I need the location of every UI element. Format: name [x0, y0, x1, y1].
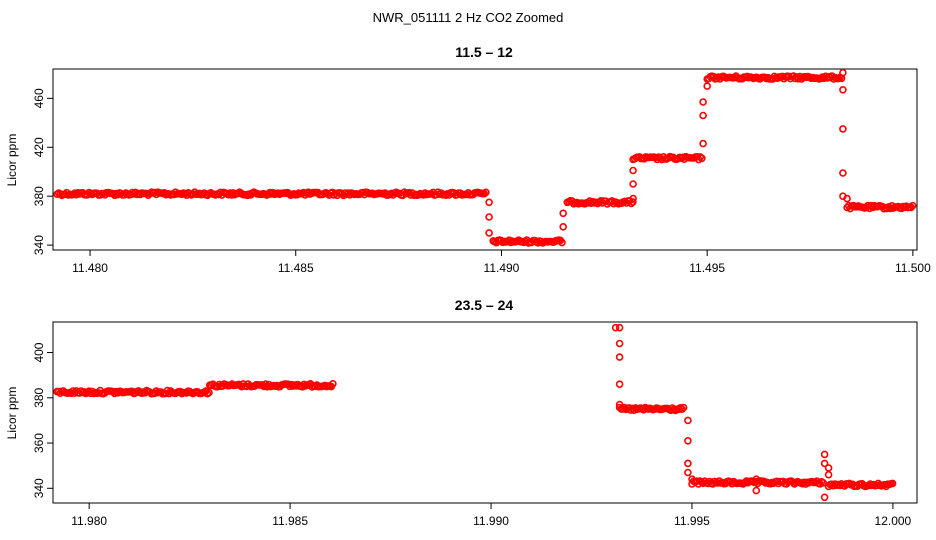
data-point — [888, 479, 897, 488]
panel-2-y-axis-label: Licor ppm — [5, 387, 19, 440]
data-point — [611, 323, 620, 332]
panel-2-points — [53, 323, 897, 502]
panel-1-plot-frame — [52, 68, 918, 251]
data-point — [820, 459, 829, 468]
data-point — [629, 180, 637, 188]
x-tick-label: 11.490 — [484, 261, 520, 275]
data-point — [820, 493, 829, 502]
panel-2-title: 23.5 – 24 — [455, 297, 514, 313]
data-point — [684, 416, 692, 425]
data-point — [698, 154, 706, 163]
data-point — [819, 478, 828, 487]
x-tick-label: 11.485 — [278, 261, 314, 275]
data-point — [629, 198, 637, 206]
data-segment — [615, 403, 688, 415]
data-point — [843, 194, 851, 203]
data-point — [907, 203, 915, 212]
panel-2-plot-frame — [52, 321, 918, 504]
data-segment — [205, 379, 337, 391]
data-point — [559, 209, 568, 218]
data-point — [629, 194, 637, 203]
data-point — [651, 153, 660, 162]
panel-1-x-axis: 11.480 11.485 11.490 11.495 11.500 — [72, 249, 931, 275]
data-segment — [824, 479, 897, 491]
data-point — [615, 353, 624, 361]
panel-2-x-axis: 11.980 11.985 11.990 11.995 12.000 — [71, 502, 912, 528]
y-tick-label: 420 — [32, 137, 46, 157]
data-point — [820, 450, 829, 459]
data-point — [703, 82, 712, 90]
x-tick-label: 11.495 — [689, 261, 725, 275]
x-tick-label: 11.980 — [71, 514, 107, 528]
x-tick-label: 11.995 — [674, 514, 710, 528]
data-point — [205, 388, 213, 397]
data-point — [684, 468, 692, 477]
data-point — [752, 475, 761, 484]
y-tick-label: 380 — [32, 186, 46, 206]
data-point — [615, 339, 624, 348]
y-tick-label: 460 — [32, 88, 46, 108]
data-point — [839, 86, 847, 94]
panel-1-y-axis-label: Licor ppm — [5, 134, 19, 187]
panel-1-y-axis: 340 380 420 460 — [32, 88, 54, 255]
figure-title: NWR_051111 2 Hz CO2 Zoomed — [373, 10, 564, 25]
data-point — [679, 403, 688, 412]
data-point — [485, 198, 493, 207]
data-point — [485, 213, 493, 221]
data-point — [699, 98, 707, 106]
data-point — [752, 486, 761, 495]
data-segment — [563, 196, 637, 208]
panel-1-points — [53, 68, 917, 247]
data-point — [839, 125, 847, 133]
data-point — [824, 464, 833, 472]
data-segment — [688, 477, 828, 488]
y-tick-label: 340 — [32, 478, 46, 498]
panel-2-y-axis: 340 360 380 400 — [32, 342, 54, 498]
x-tick-label: 11.985 — [272, 514, 308, 528]
data-point — [688, 475, 696, 484]
y-tick-label: 340 — [32, 235, 46, 255]
data-point — [678, 405, 686, 414]
data-point — [485, 229, 493, 237]
data-point — [558, 238, 566, 247]
data-point — [482, 188, 490, 197]
data-point — [684, 436, 692, 445]
data-point — [152, 387, 160, 395]
data-segment — [703, 72, 846, 83]
data-point — [699, 139, 707, 148]
data-point — [696, 153, 705, 161]
data-point — [684, 459, 692, 468]
data-point — [615, 380, 624, 389]
data-point — [559, 223, 568, 231]
data-point — [699, 111, 707, 120]
data-point — [615, 323, 624, 332]
data-point — [908, 201, 917, 210]
panel-1: 11.5 – 12 11.480 11.485 11.490 11.495 11.500… — [5, 44, 931, 275]
data-point — [839, 169, 847, 177]
data-point — [839, 68, 847, 77]
data-point — [868, 203, 877, 212]
data-segment — [489, 236, 566, 247]
data-segment — [53, 188, 490, 200]
x-tick-label: 11.480 — [72, 261, 108, 275]
x-tick-label: 11.990 — [473, 514, 509, 528]
data-segment — [629, 152, 706, 164]
data-point — [329, 379, 337, 388]
data-point — [629, 166, 637, 175]
y-tick-label: 360 — [32, 433, 46, 453]
data-point — [615, 400, 624, 409]
x-tick-label: 11.500 — [895, 261, 931, 275]
y-tick-label: 380 — [32, 387, 46, 407]
data-point — [480, 189, 489, 198]
data-point — [824, 470, 833, 479]
data-segment — [53, 386, 213, 398]
panel-2: 23.5 – 24 11.980 11.985 11.990 11.995 12.000… — [5, 297, 918, 528]
panel-1-title: 11.5 – 12 — [455, 44, 513, 60]
data-segment — [843, 201, 917, 213]
data-point — [621, 197, 629, 206]
x-tick-label: 12.000 — [875, 514, 912, 528]
y-tick-label: 400 — [32, 342, 46, 362]
data-point — [676, 403, 685, 412]
